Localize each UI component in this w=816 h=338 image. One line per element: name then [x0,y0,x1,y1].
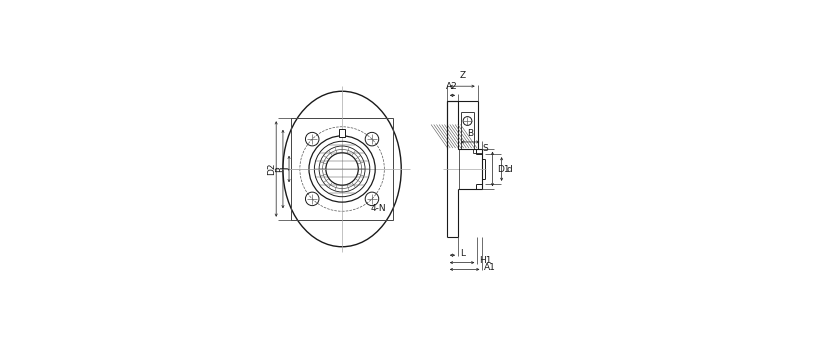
Text: J: J [282,168,290,170]
Text: Z: Z [459,71,465,80]
Text: H1: H1 [479,256,491,265]
Text: 4-N: 4-N [371,204,387,213]
Bar [291,118,392,220]
Text: S: S [482,144,488,153]
Bar [339,129,345,137]
Text: D1: D1 [497,165,509,173]
Text: d: d [506,165,512,173]
Text: D2: D2 [268,163,277,175]
Text: B: B [467,128,473,138]
Text: P: P [275,166,284,172]
Text: A2: A2 [446,82,457,91]
Text: A1: A1 [484,263,496,272]
Text: L: L [459,249,465,258]
